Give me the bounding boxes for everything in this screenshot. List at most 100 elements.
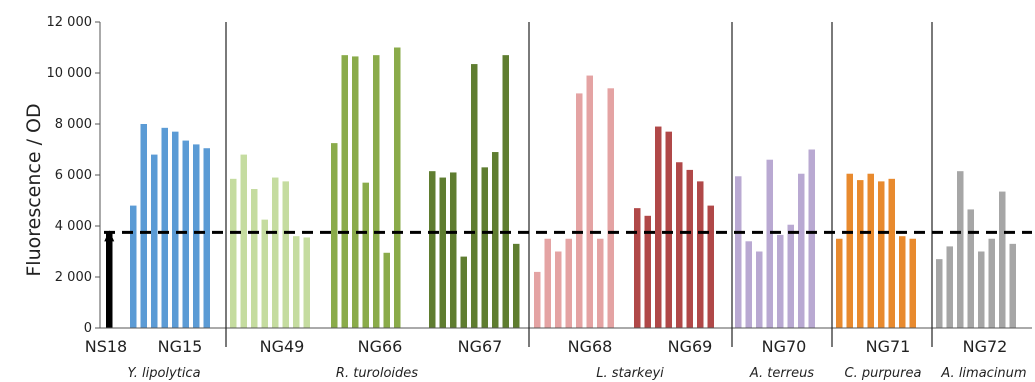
bar-ng70-7: [798, 173, 805, 328]
bar-ng70-8: [808, 149, 815, 328]
bar-ng67-2: [439, 177, 446, 328]
bar-ng71-6: [888, 178, 895, 328]
bar-ng15-1: [130, 205, 137, 328]
bar-ng70-1: [735, 176, 742, 328]
bar-ng70-6: [787, 224, 794, 328]
bar-ng68-5: [576, 93, 583, 329]
strain-label-ns18: NS18: [85, 337, 127, 356]
bar-ng66-4: [362, 182, 369, 328]
bar-ng71-7: [899, 236, 906, 328]
bar-ng49-6: [282, 181, 289, 328]
bar-ng68-2: [544, 238, 551, 328]
bars-layer: [106, 47, 1016, 329]
bar-ng69-5: [676, 162, 683, 328]
bar-ng67-3: [450, 172, 457, 328]
species-label-a-terreus: A. terreus: [749, 366, 814, 381]
y-tick-label-4000: 4 000: [55, 219, 92, 234]
bar-ng68-8: [607, 88, 614, 328]
strain-label-ng70: NG70: [762, 337, 807, 356]
axis-layer: 0 2 000 4 000 6 000 8 000 10 000 12 000: [47, 15, 1032, 347]
bar-ng70-5: [777, 234, 784, 328]
bar-ng71-2: [846, 173, 853, 328]
bar-ng67-5: [471, 64, 478, 328]
bar-ng49-5: [272, 177, 279, 328]
bar-ng66-2: [341, 55, 348, 329]
bar-ng15-6: [182, 140, 189, 328]
bar-ng70-2: [745, 241, 752, 328]
bar-ng70-4: [766, 159, 773, 328]
bar-ng69-7: [697, 181, 704, 328]
bar-ng70-3: [756, 251, 763, 328]
bar-ng71-1: [836, 238, 843, 328]
y-tick-label-12000: 12 000: [47, 15, 93, 30]
bar-ng67-6: [481, 167, 488, 328]
bar-ng71-3: [857, 180, 864, 328]
strain-label-ng49: NG49: [260, 337, 305, 356]
bar-ng66-6: [383, 252, 390, 328]
bar-ng68-3: [555, 251, 562, 328]
bar-ng66-5: [373, 55, 380, 329]
bar-ng68-1: [534, 271, 541, 328]
bar-ng71-8: [909, 238, 916, 328]
bar-ng67-7: [492, 152, 499, 328]
species-label-r-turoloides: R. turoloides: [336, 366, 418, 381]
bar-ng15-8: [203, 148, 210, 328]
bar-ng67-1: [429, 171, 436, 328]
bar-ng72-3: [957, 171, 964, 328]
bar-ng49-7: [293, 236, 300, 328]
y-tick-label-6000: 6 000: [55, 168, 92, 183]
y-axis-label: Fluorescence / OD: [23, 103, 45, 276]
strain-label-ng67: NG67: [458, 337, 503, 356]
y-tick-label-8000: 8 000: [55, 117, 92, 132]
bar-ng68-6: [586, 75, 593, 328]
ns18-arrowhead: [104, 230, 115, 242]
bar-ng69-2: [644, 215, 651, 328]
bar-ng71-5: [878, 181, 885, 328]
bar-ng66-1: [331, 143, 338, 328]
bar-ng67-4: [460, 256, 467, 328]
strain-label-ng68: NG68: [568, 337, 613, 356]
strain-label-ng71: NG71: [866, 337, 911, 356]
bar-ng49-8: [303, 237, 310, 328]
bar-ng15-2: [140, 124, 147, 328]
bar-ng72-6: [988, 238, 995, 328]
strain-label-ng69: NG69: [668, 337, 713, 356]
bar-ng15-3: [151, 154, 158, 328]
y-tick-label-2000: 2 000: [55, 270, 92, 285]
bar-ng69-6: [686, 169, 693, 328]
bar-ng49-4: [261, 219, 268, 328]
bar-ng68-7: [597, 238, 604, 328]
strain-label-ng72: NG72: [963, 337, 1008, 356]
bar-ng72-2: [946, 246, 953, 328]
species-label-c-purpurea: C. purpurea: [845, 366, 922, 381]
bar-ng69-1: [634, 208, 641, 328]
bar-ng72-8: [1009, 243, 1016, 328]
bar-ng68-4: [565, 238, 572, 328]
bar-ng67-9: [513, 243, 520, 328]
bar-ng72-1: [936, 259, 943, 328]
bar-ng66-7: [394, 47, 401, 328]
bar-ng15-5: [172, 131, 179, 328]
bar-ng49-1: [230, 178, 237, 328]
strain-label-ng15: NG15: [158, 337, 203, 356]
bar-ng49-2: [240, 154, 247, 328]
bar-ns18-1: [106, 232, 113, 328]
bar-ng69-8: [707, 205, 714, 328]
y-tick-label-0: 0: [84, 321, 92, 336]
bar-ng67-8: [502, 55, 509, 329]
bar-ng69-3: [655, 126, 662, 328]
bar-ng72-7: [999, 191, 1006, 328]
y-tick-label-10000: 10 000: [47, 66, 93, 81]
bar-ng71-4: [867, 173, 874, 328]
bar-ng66-3: [352, 56, 359, 329]
strain-label-ng66: NG66: [358, 337, 403, 356]
bar-ng72-5: [978, 251, 985, 328]
bar-ng49-3: [251, 189, 258, 328]
bar-ng72-4: [967, 209, 974, 328]
species-label-l-starkeyi: L. starkeyi: [596, 366, 664, 381]
bar-ng15-7: [193, 144, 200, 328]
species-label-y-lipolytica: Y. lipolytica: [127, 366, 200, 381]
bar-ng69-4: [665, 131, 672, 328]
bar-ng15-4: [161, 127, 168, 328]
